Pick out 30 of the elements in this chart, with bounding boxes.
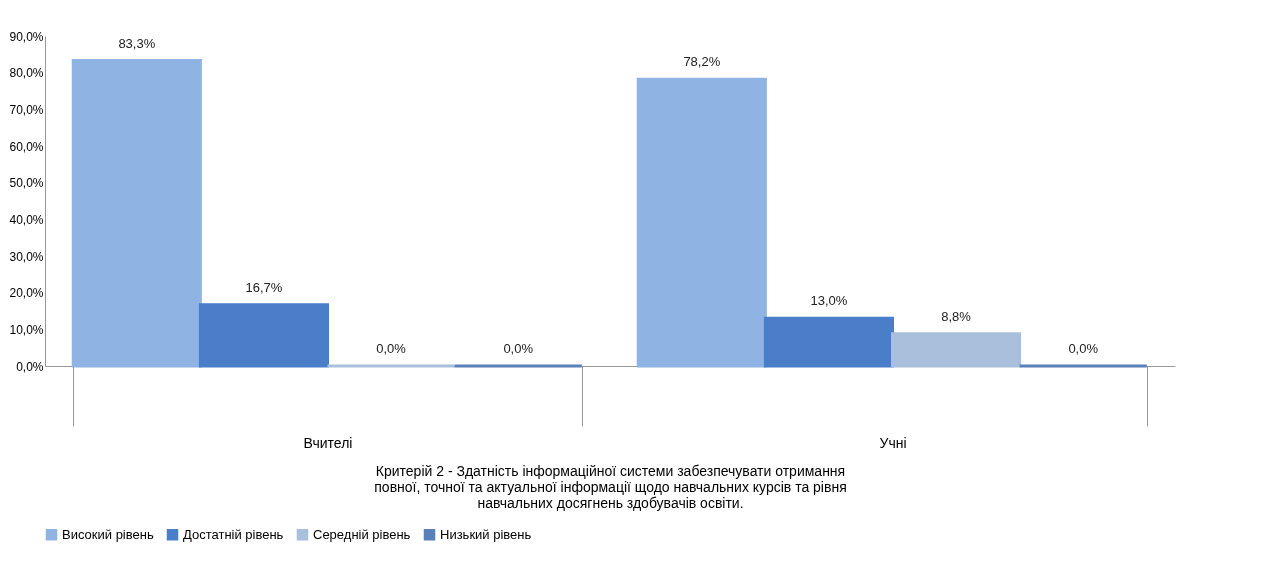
y-tick-label: 40,0% [9, 212, 44, 227]
data-label: 0,0% [1068, 341, 1099, 356]
legend-label: Низький рівень [440, 526, 532, 542]
bar [71, 59, 202, 368]
y-tick-label: 50,0% [9, 176, 44, 191]
y-tick-label: 0,0% [16, 359, 44, 374]
y-tick-label: 70,0% [9, 102, 44, 117]
data-label: 16,7% [245, 279, 283, 295]
legend-label: Достатній рівень [183, 526, 284, 542]
data-label: 0,0% [503, 341, 534, 356]
bar [636, 77, 767, 368]
y-tick-label: 80,0% [9, 66, 44, 81]
bar [763, 316, 894, 368]
bar [891, 332, 1022, 368]
data-label: 0,0% [376, 341, 407, 356]
legend-label: Середній рівень [313, 526, 411, 542]
x-tick-label: Учні [879, 434, 907, 451]
y-tick-label: 90,0% [9, 29, 44, 44]
legend-label: Високий рівень [62, 526, 154, 542]
x-axis-title: Критерій 2 - Здатність інформаційної системи забезпечувати отримання повної, точної та актуальної інформації щодо навчальних курсів та рівня навчальних досягнень здобувачів освіти. [374, 462, 847, 511]
y-tick-label: 20,0% [9, 286, 44, 301]
data-label: 83,3% [118, 35, 156, 51]
y-tick-label: 60,0% [9, 139, 44, 154]
bar [198, 303, 329, 368]
y-tick-label: 10,0% [9, 322, 44, 337]
x-tick-label: Вчителі [303, 434, 353, 451]
y-tick-label: 30,0% [9, 249, 44, 264]
data-label: 13,0% [810, 293, 848, 309]
data-label: 8,8% [941, 308, 972, 324]
data-label: 78,2% [683, 54, 721, 70]
